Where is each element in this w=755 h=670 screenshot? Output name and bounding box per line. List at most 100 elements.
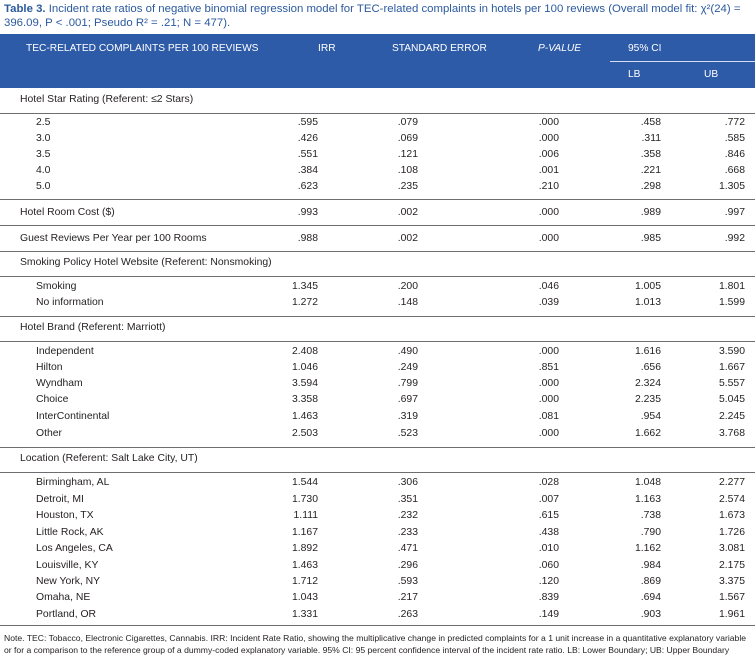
cell-irr: 1.043 (291, 592, 318, 603)
table-bottom-rule (0, 625, 755, 626)
cell-ub: 1.961 (718, 609, 745, 620)
cell-irr: 1.544 (291, 477, 318, 488)
table-row: Los Angeles, CA 1.892 .471 .010 1.162 3.… (0, 540, 755, 557)
cell-ub: .997 (724, 207, 745, 218)
cell-irr: 1.046 (291, 362, 318, 373)
row-label: 3.0 (36, 133, 51, 144)
cell-lb: 1.013 (634, 297, 661, 308)
cell-ub: 2.574 (718, 494, 745, 505)
table-row: Little Rock, AK 1.167 .233 .438 .790 1.7… (0, 524, 755, 541)
cell-se: .697 (397, 394, 418, 405)
cell-p: .000 (538, 233, 559, 244)
cell-se: .217 (397, 592, 418, 603)
cell-irr: 1.730 (291, 494, 318, 505)
row-label: Louisville, KY (36, 560, 99, 571)
table-row: 2.5 .595 .079 .000 .458 .772 (0, 114, 755, 131)
caption-text: Incident rate ratios of negative binomia… (4, 3, 741, 29)
header-p-value: P-VALUE (538, 43, 582, 54)
cell-irr: .384 (297, 165, 318, 176)
cell-ub: 1.305 (718, 181, 745, 192)
row-label: Birmingham, AL (36, 477, 110, 488)
cell-lb: .954 (640, 411, 661, 422)
cell-p: .039 (538, 297, 559, 308)
cell-ub: 5.045 (718, 394, 745, 405)
table-row: Smoking 1.345 .200 .046 1.005 1.801 (0, 278, 755, 295)
cell-se: .296 (397, 560, 418, 571)
cell-se: .799 (397, 378, 418, 389)
row-label: 4.0 (36, 165, 51, 176)
cell-lb: 1.048 (634, 477, 661, 488)
group-hotel-brand: Hotel Brand (Referent: Marriott) (0, 316, 755, 342)
row-label: Omaha, NE (36, 592, 91, 603)
cell-p: .000 (538, 207, 559, 218)
cell-lb: 1.662 (634, 428, 661, 439)
cell-lb: 2.235 (634, 394, 661, 405)
cell-ub: 3.768 (718, 428, 745, 439)
row-label: InterContinental (36, 411, 110, 422)
header-ci: 95% CI (628, 43, 662, 54)
cell-se: .471 (397, 543, 418, 554)
row-label: Houston, TX (36, 510, 94, 521)
cell-irr: 1.331 (291, 609, 318, 620)
cell-ub: 5.557 (718, 378, 745, 389)
row-label: New York, NY (36, 576, 101, 587)
cell-ub: 1.801 (718, 281, 745, 292)
table-row: Wyndham 3.594 .799 .000 2.324 5.557 (0, 375, 755, 392)
cell-se: .079 (397, 117, 418, 128)
table-row: Other 2.503 .523 .000 1.662 3.768 (0, 425, 755, 442)
row-label: Choice (36, 394, 69, 405)
cell-irr: 3.594 (291, 378, 318, 389)
cell-irr: 1.712 (291, 576, 318, 587)
cell-se: .490 (397, 346, 418, 357)
cell-ub: .585 (724, 133, 745, 144)
cell-se: .306 (397, 477, 418, 488)
row-divider (0, 225, 755, 226)
row-label: Little Rock, AK (36, 527, 104, 538)
row-label: No information (36, 297, 104, 308)
cell-p: .010 (538, 543, 559, 554)
cell-lb: .738 (640, 510, 661, 521)
table-row: 5.0 .623 .235 .210 .298 1.305 (0, 178, 755, 195)
cell-irr: .623 (297, 181, 318, 192)
cell-irr: 3.358 (291, 394, 318, 405)
row-label: Smoking (36, 281, 77, 292)
cell-lb: .298 (640, 181, 661, 192)
cell-irr: .993 (297, 207, 318, 218)
cell-se: .351 (397, 494, 418, 505)
cell-p: .000 (538, 394, 559, 405)
cell-lb: .358 (640, 149, 661, 160)
cell-se: .319 (397, 411, 418, 422)
cell-p: .615 (538, 510, 559, 521)
cell-lb: .458 (640, 117, 661, 128)
row-divider (0, 199, 755, 200)
table-row: 4.0 .384 .108 .001 .221 .668 (0, 162, 755, 179)
cell-p: .060 (538, 560, 559, 571)
table-row: Portland, OR 1.331 .263 .149 .903 1.961 (0, 606, 755, 623)
cell-irr: 2.408 (291, 346, 318, 357)
header-ub: UB (704, 69, 719, 80)
cell-lb: .989 (640, 207, 661, 218)
cell-lb: .656 (640, 362, 661, 373)
cell-se: .232 (397, 510, 418, 521)
cell-se: .233 (397, 527, 418, 538)
table-row: 3.0 .426 .069 .000 .311 .585 (0, 130, 755, 147)
cell-irr: 1.167 (291, 527, 318, 538)
cell-ub: 1.673 (718, 510, 745, 521)
cell-ub: 1.667 (718, 362, 745, 373)
cell-irr: 1.463 (291, 560, 318, 571)
cell-irr: .595 (297, 117, 318, 128)
cell-ub: 2.245 (718, 411, 745, 422)
row-label: Independent (36, 346, 94, 357)
cell-p: .000 (538, 378, 559, 389)
cell-ub: 1.567 (718, 592, 745, 603)
cell-p: .007 (538, 494, 559, 505)
cell-ub: 2.277 (718, 477, 745, 488)
row-label: Hilton (36, 362, 63, 373)
table-row: Birmingham, AL 1.544 .306 .028 1.048 2.2… (0, 474, 755, 491)
row-label: Wyndham (36, 378, 83, 389)
cell-lb: .985 (640, 233, 661, 244)
cell-se: .002 (397, 207, 418, 218)
cell-ub: 1.726 (718, 527, 745, 538)
row-label: 3.5 (36, 149, 51, 160)
cell-lb: .694 (640, 592, 661, 603)
